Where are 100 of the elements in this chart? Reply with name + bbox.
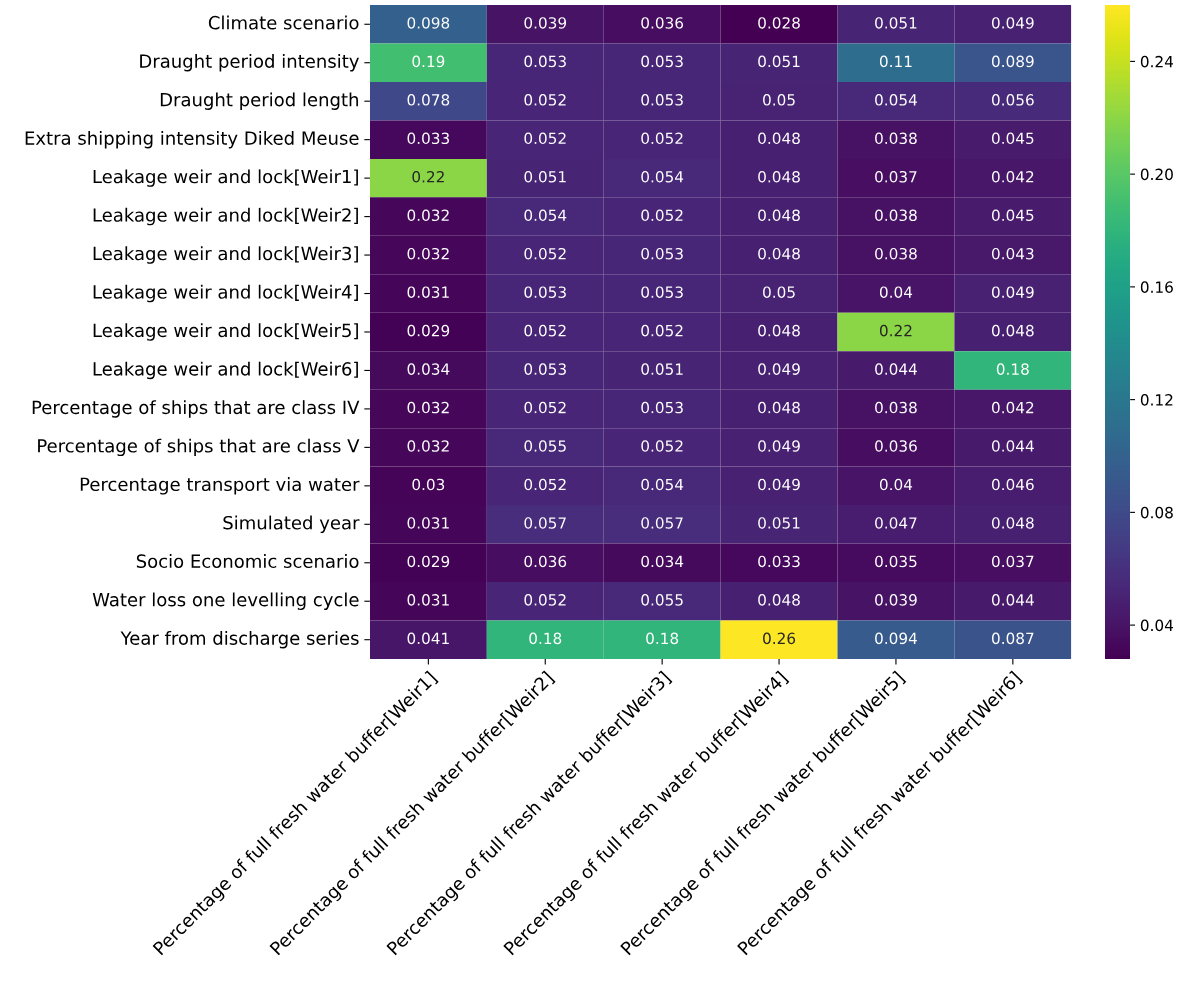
data-label: 0.048 (758, 209, 800, 222)
data-label: 0.031 (407, 286, 449, 298)
y-tick-label: Socio Economic scenario (136, 554, 359, 569)
color-bar-label: 0.12 (1140, 394, 1173, 406)
data-label: 0.049 (758, 478, 800, 491)
y-tick-label: Climate scenario (208, 15, 359, 30)
data-label: 0.038 (875, 247, 917, 260)
data-label: 0.053 (641, 247, 683, 260)
data-label: 0.048 (758, 132, 800, 145)
color-bar-label: 0.20 (1140, 168, 1173, 181)
data-label: 0.098 (407, 17, 450, 29)
data-label: 0.11 (879, 55, 912, 68)
data-label: 0.04 (879, 478, 913, 491)
data-label: 0.078 (407, 94, 450, 106)
data-label: 0.028 (758, 17, 800, 29)
data-label: 0.032 (407, 209, 449, 222)
data-label: 0.055 (524, 440, 566, 452)
y-tick-label: Year from discharge series (120, 630, 359, 649)
data-label: 0.036 (875, 440, 917, 452)
data-label: 0.05 (763, 286, 795, 298)
color-bar-label: 0.16 (1140, 281, 1173, 293)
data-label: 0.044 (991, 594, 1034, 606)
data-label: 0.048 (758, 401, 800, 414)
data-label: 0.057 (641, 517, 683, 529)
y-tick-label: Leakage weir and lock[Weir6] (93, 361, 358, 380)
data-label: 0.051 (641, 363, 683, 375)
data-label: 0.032 (407, 247, 449, 260)
y-tick-label: Leakage weir and lock[Weir1] (93, 169, 358, 187)
y-tick-label: Leakage weir and lock[Weir4] (93, 284, 358, 303)
y-tick-label: Percentage transport via water (80, 477, 360, 495)
data-label: 0.037 (991, 555, 1034, 568)
y-tick-label: Extra shipping intensity Diked Meuse (25, 130, 359, 149)
data-label: 0.052 (524, 247, 566, 260)
data-label: 0.03 (412, 478, 445, 491)
data-label: 0.034 (407, 363, 450, 375)
data-label: 0.051 (875, 17, 917, 29)
data-label: 0.22 (412, 171, 444, 183)
y-tick-label: Water loss one levelling cycle (92, 592, 359, 610)
y-tick-label: Percentage of ships that are class V (38, 438, 360, 457)
data-label: 0.036 (641, 17, 684, 29)
data-label: 0.035 (875, 555, 917, 568)
data-label: 0.056 (991, 94, 1034, 106)
data-label: 0.049 (991, 286, 1034, 298)
data-label: 0.052 (524, 94, 566, 106)
data-label: 0.051 (524, 171, 566, 183)
data-label: 0.042 (991, 401, 1034, 414)
data-label: 0.089 (991, 55, 1034, 68)
y-tick-label: Simulated year (223, 515, 360, 534)
data-label: 0.052 (524, 132, 566, 145)
data-label: 0.048 (758, 247, 800, 260)
y-tick-label: Draught period length (160, 92, 358, 110)
data-label: 0.053 (641, 401, 683, 414)
data-label: 0.049 (991, 17, 1034, 29)
data-label: 0.052 (641, 440, 683, 452)
data-label: 0.048 (991, 324, 1034, 337)
data-label: 0.057 (524, 517, 566, 529)
data-label: 0.042 (991, 171, 1034, 183)
data-label: 0.034 (641, 555, 684, 568)
data-label: 0.052 (641, 209, 683, 222)
data-label: 0.043 (991, 247, 1034, 260)
data-label: 0.054 (524, 209, 567, 222)
data-label: 0.046 (991, 478, 1034, 491)
data-label: 0.049 (758, 363, 800, 375)
y-tick-label: Leakage weir and lock[Weir2] (93, 207, 358, 226)
data-label: 0.041 (407, 632, 449, 645)
y-tick-label: Leakage weir and lock[Weir5] (93, 323, 358, 341)
data-label: 0.045 (991, 132, 1034, 145)
data-label: 0.18 (646, 632, 679, 645)
data-label: 0.04 (879, 286, 913, 298)
data-label: 0.039 (875, 594, 917, 606)
data-label: 0.053 (524, 363, 566, 375)
data-label: 0.053 (524, 286, 566, 298)
data-label: 0.052 (641, 132, 683, 145)
y-tick-label: Draught period intensity (140, 53, 359, 72)
data-label: 0.031 (407, 594, 449, 606)
color-bar-label: 0.04 (1140, 619, 1174, 632)
data-label: 0.05 (763, 94, 795, 106)
data-label: 0.048 (991, 517, 1034, 529)
data-label: 0.094 (875, 632, 917, 645)
data-label: 0.044 (875, 363, 917, 375)
data-label: 0.048 (758, 171, 800, 183)
data-label: 0.029 (407, 555, 450, 568)
data-label: 0.029 (407, 324, 450, 337)
data-label: 0.039 (524, 17, 567, 29)
data-label: 0.053 (524, 55, 566, 68)
data-label: 0.053 (641, 286, 683, 298)
data-label: 0.045 (991, 209, 1034, 222)
data-label: 0.052 (641, 324, 683, 337)
data-label: 0.038 (875, 401, 917, 414)
data-label: 0.052 (524, 594, 566, 606)
y-tick-label: Percentage of ships that are class IV (32, 400, 360, 418)
data-label: 0.052 (524, 478, 566, 491)
data-label: 0.054 (875, 94, 917, 106)
data-label: 0.052 (524, 401, 566, 414)
data-label: 0.033 (407, 132, 449, 145)
color-bar-label: 0.08 (1140, 506, 1173, 519)
data-label: 0.19 (412, 55, 445, 68)
data-label: 0.038 (875, 132, 917, 145)
data-label: 0.22 (879, 324, 912, 337)
data-label: 0.048 (758, 594, 800, 606)
